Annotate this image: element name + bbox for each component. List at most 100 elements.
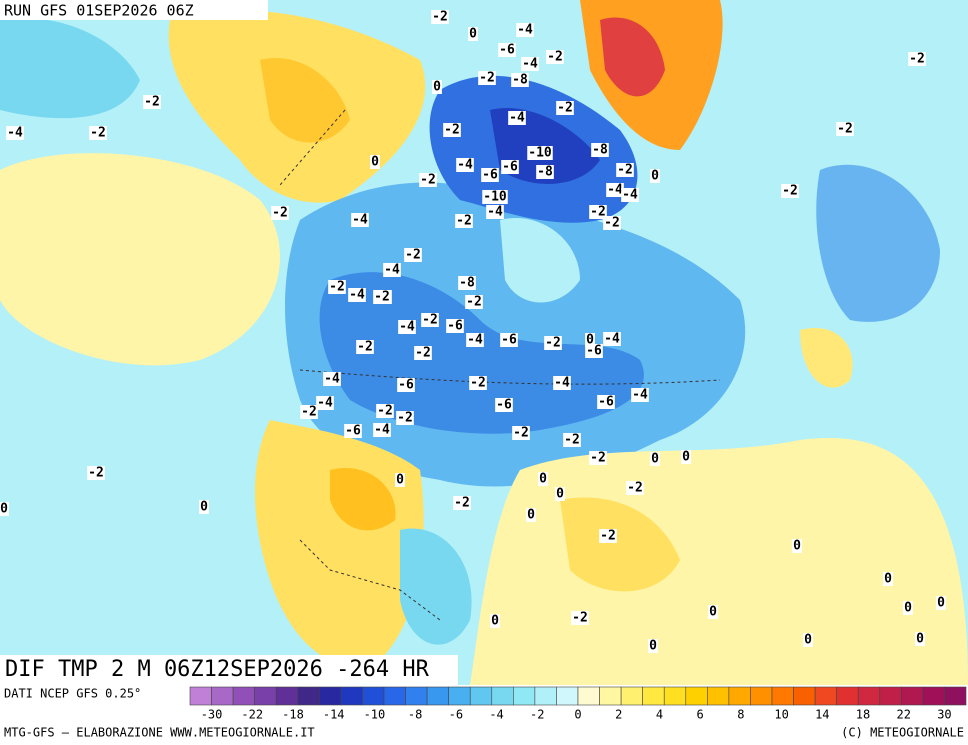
contour-label: 0 bbox=[556, 487, 564, 502]
contour-label-bg bbox=[908, 52, 926, 66]
colorbar-label: -30 bbox=[201, 708, 223, 722]
contour-label: 0 bbox=[371, 155, 379, 170]
contour-label-bg bbox=[585, 333, 595, 347]
contour-label-bg bbox=[344, 424, 362, 438]
contour-label: -6 bbox=[501, 333, 517, 348]
contour-label: 0 bbox=[904, 601, 912, 616]
contour-label: -2 bbox=[420, 173, 436, 188]
contour-label-bg bbox=[328, 280, 346, 294]
contour-label-bg bbox=[526, 508, 536, 522]
contour-label-bg bbox=[603, 332, 621, 346]
contour-label: -4 bbox=[317, 396, 333, 411]
contour-label-bg bbox=[478, 71, 496, 85]
contour-label-bg bbox=[351, 213, 369, 227]
contour-label: -2 bbox=[564, 433, 580, 448]
colorbar-label: 0 bbox=[574, 708, 581, 722]
contour-label: -2 bbox=[513, 426, 529, 441]
contour-label-bg bbox=[597, 395, 615, 409]
colorbar-swatch bbox=[426, 686, 449, 706]
colorbar-swatch bbox=[879, 686, 902, 706]
contour-label-bg bbox=[571, 611, 589, 625]
colorbar-label: -8 bbox=[408, 708, 422, 722]
contour-label: -4 bbox=[324, 372, 340, 387]
contour-label-bg bbox=[599, 529, 617, 543]
contour-label: -8 bbox=[512, 73, 528, 88]
colorbar-label: 10 bbox=[774, 708, 788, 722]
title-box bbox=[0, 655, 458, 685]
contour-label: -4 bbox=[374, 423, 390, 438]
colorbar-swatch bbox=[211, 686, 234, 706]
contour-label: -2 bbox=[590, 205, 606, 220]
colorbar-swatch bbox=[189, 686, 212, 706]
contour-label: 0 bbox=[200, 500, 208, 515]
atlantic-warm bbox=[800, 328, 853, 388]
contour-label-bg bbox=[803, 633, 813, 647]
contour-label-bg bbox=[373, 423, 391, 437]
contour-label: -6 bbox=[482, 168, 498, 183]
contour-label: -6 bbox=[499, 43, 515, 58]
colorbar-label: 14 bbox=[815, 708, 829, 722]
contour-label: -2 bbox=[456, 214, 472, 229]
mexico-cool bbox=[400, 528, 472, 645]
contour-label-bg bbox=[781, 184, 799, 198]
contour-label: -4 bbox=[7, 126, 23, 141]
border-line bbox=[299, 539, 441, 621]
contour-label-bg bbox=[903, 601, 913, 615]
colorbar-label: -14 bbox=[323, 708, 345, 722]
colorbar-swatch bbox=[513, 686, 536, 706]
contour-label-bg bbox=[512, 426, 530, 440]
colorbar-swatch bbox=[663, 686, 687, 706]
contour-label-bg bbox=[87, 466, 105, 480]
contour-label-bg bbox=[481, 168, 499, 182]
contour-label: 0 bbox=[491, 614, 499, 629]
colorbar-label: -2 bbox=[530, 708, 544, 722]
contour-label: -2 bbox=[415, 346, 431, 361]
colorbar-swatch bbox=[620, 686, 643, 706]
contour-label: -4 bbox=[604, 332, 620, 347]
contour-label: -4 bbox=[554, 376, 570, 391]
contour-label-bg bbox=[383, 263, 401, 277]
contour-label: -4 bbox=[399, 320, 415, 335]
contour-label: -2 bbox=[329, 280, 345, 295]
contour-labels: -20 -4-6 -2-4-8-2-2-2-4 -20-4-2-10-8-2-4 -6-… bbox=[0, 10, 946, 654]
contour-label: -2 bbox=[144, 95, 160, 110]
contour-label: -2 bbox=[909, 52, 925, 67]
contour-label-bg bbox=[482, 190, 508, 204]
colorbar-swatch bbox=[750, 686, 773, 706]
contour-label: -6 bbox=[502, 160, 518, 175]
contour-label-bg bbox=[465, 295, 483, 309]
colorbar-label: 22 bbox=[897, 708, 911, 722]
contour-label: -2 bbox=[557, 101, 573, 116]
contour-label-bg bbox=[589, 451, 607, 465]
colorbar-swatch bbox=[944, 686, 967, 706]
contour-label-bg bbox=[626, 481, 644, 495]
contour-label: -6 bbox=[447, 319, 463, 334]
contour-label: -6 bbox=[398, 378, 414, 393]
colorbar-label: -10 bbox=[364, 708, 386, 722]
contour-label-bg bbox=[421, 313, 439, 327]
contour-label: -8 bbox=[592, 143, 608, 158]
contour-label: -2 bbox=[432, 10, 448, 25]
pacific-warm bbox=[0, 153, 280, 366]
contour-label-bg bbox=[431, 10, 449, 24]
colorbar-swatch bbox=[599, 686, 622, 706]
contour-label: -8 bbox=[537, 165, 553, 180]
southwest-warm bbox=[255, 420, 424, 666]
contour-label: -2 bbox=[466, 295, 482, 310]
colorbar-label: 8 bbox=[737, 708, 744, 722]
contour-label-bg bbox=[446, 319, 464, 333]
colorbar-swatch bbox=[448, 686, 471, 706]
contour-label: 0 bbox=[469, 27, 477, 42]
greenland-core bbox=[600, 17, 665, 97]
contour-label-bg bbox=[396, 411, 414, 425]
contour-label: -2 bbox=[572, 611, 588, 626]
contour-label: -2 bbox=[627, 481, 643, 496]
contour-label: -10 bbox=[483, 190, 507, 205]
copyright: (C) METEOGIORNALE bbox=[841, 726, 964, 740]
contour-label-bg bbox=[316, 396, 334, 410]
contour-label: -4 bbox=[607, 183, 623, 198]
contour-label-bg bbox=[0, 502, 9, 516]
contour-label-bg bbox=[356, 340, 374, 354]
contour-label-bg bbox=[836, 122, 854, 136]
